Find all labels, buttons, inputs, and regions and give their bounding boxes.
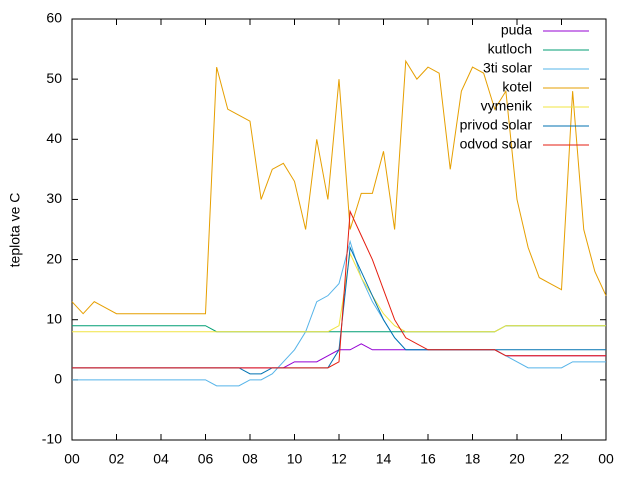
y-tick-label: -10 (42, 431, 62, 447)
legend-label: vymenik (481, 98, 533, 114)
plot-border (71, 18, 607, 441)
series-line (71, 59, 607, 315)
legend-label: odvod solar (460, 136, 533, 152)
x-tick-label: 20 (509, 451, 525, 467)
series-line (72, 251, 606, 333)
legend-label: kotel (502, 79, 532, 95)
y-tick-label: 10 (46, 310, 62, 326)
legend-label: kutloch (488, 41, 532, 57)
x-tick-label: 18 (465, 451, 481, 467)
x-tick-label: 00 (64, 451, 80, 467)
x-tick-label: 02 (109, 451, 125, 467)
x-tick-label: 00 (598, 451, 614, 467)
legend-label: puda (501, 22, 532, 38)
x-tick-label: 16 (420, 451, 436, 467)
x-tick-label: 04 (153, 451, 169, 467)
x-tick-label: 14 (376, 451, 392, 467)
series-line (72, 325, 606, 333)
series-line (72, 239, 606, 387)
x-tick-label: 10 (287, 451, 303, 467)
x-tick-label: 22 (554, 451, 570, 467)
legend-label: privod solar (460, 117, 533, 133)
x-tick-label: 06 (198, 451, 214, 467)
x-tick-label: 12 (331, 451, 347, 467)
y-axis-label: teplota ve C (7, 193, 23, 268)
x-tick-label: 08 (242, 451, 258, 467)
y-tick-label: 60 (46, 10, 62, 26)
y-tick-label: 0 (54, 371, 62, 387)
y-tick-label: 30 (46, 190, 62, 206)
series-line (72, 245, 606, 375)
y-tick-label: 20 (46, 250, 62, 266)
y-tick-label: 50 (46, 70, 62, 86)
y-tick-label: 40 (46, 130, 62, 146)
series-line (72, 209, 606, 369)
legend-label: 3ti solar (483, 60, 532, 76)
